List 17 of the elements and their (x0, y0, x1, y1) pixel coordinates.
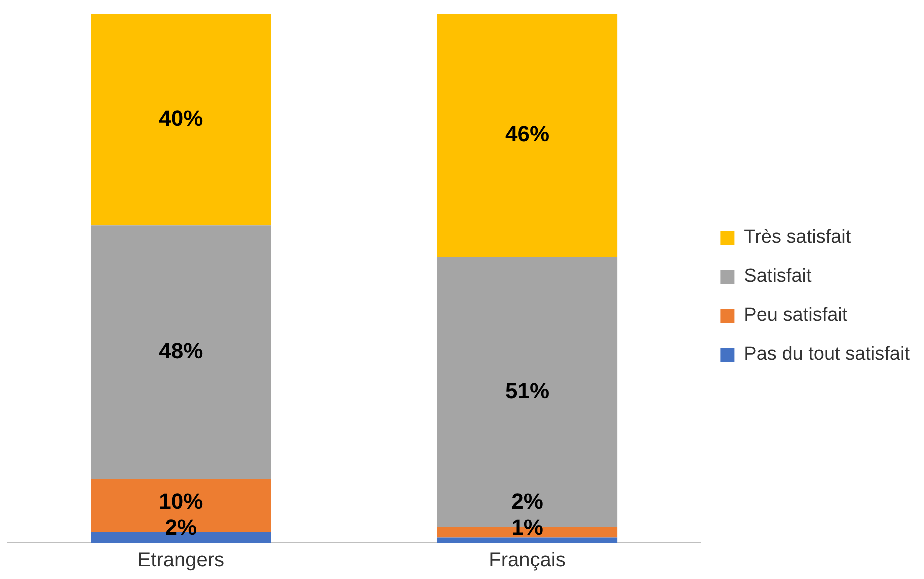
legend-label: Peu satisfait (744, 305, 848, 326)
data-label: 46% (505, 122, 550, 147)
data-label: 1% (512, 515, 544, 540)
legend-label: Pas du tout satisfait (744, 344, 911, 366)
data-label: 51% (505, 378, 550, 404)
bar (91, 226, 272, 480)
data-label: 48% (159, 338, 204, 364)
legend-label: Satisfait (744, 266, 812, 288)
data-label: 40% (159, 106, 204, 131)
bar (91, 14, 272, 226)
bar (437, 14, 618, 258)
x-tick-label: Français (489, 550, 566, 572)
data-label: 10% (159, 489, 204, 514)
x-tick-label: Etrangers (138, 550, 225, 572)
data-label: 2% (512, 489, 544, 514)
bar (437, 538, 618, 543)
legend-label: Très satisfait (744, 227, 852, 248)
